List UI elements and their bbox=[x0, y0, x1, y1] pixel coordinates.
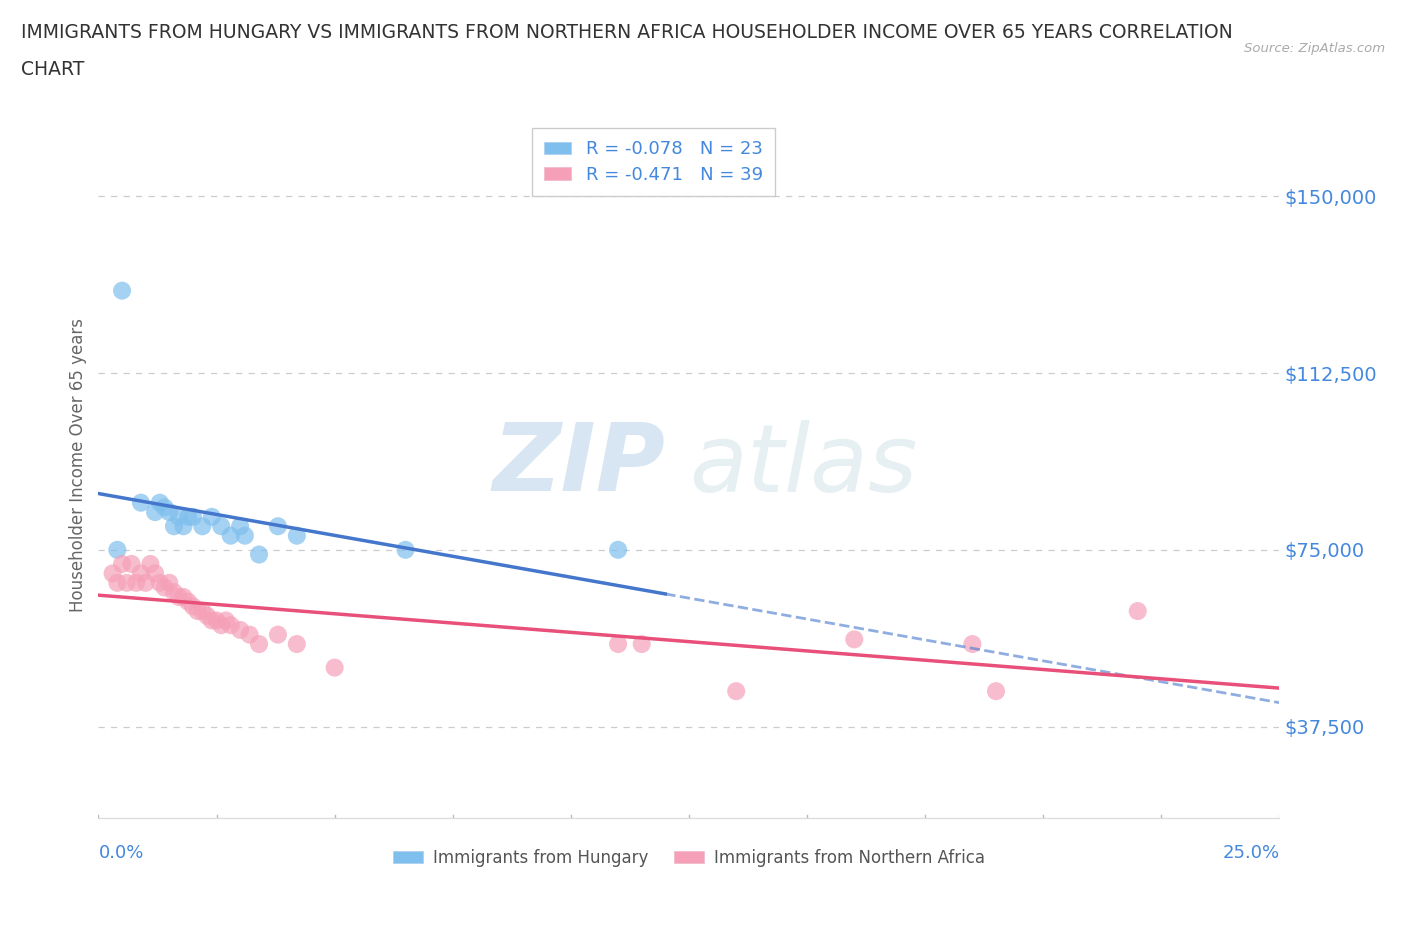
Point bbox=[984, 684, 1007, 698]
Text: atlas: atlas bbox=[689, 419, 917, 511]
Point bbox=[111, 284, 134, 299]
Point bbox=[157, 505, 180, 520]
Point bbox=[201, 613, 224, 628]
Point bbox=[205, 613, 228, 628]
Point bbox=[233, 528, 256, 543]
Text: CHART: CHART bbox=[21, 60, 84, 79]
Point bbox=[229, 519, 252, 534]
Point bbox=[247, 547, 270, 562]
Point bbox=[143, 505, 166, 520]
Point bbox=[1126, 604, 1149, 618]
Point bbox=[630, 637, 652, 652]
Point bbox=[229, 622, 252, 637]
Point bbox=[844, 631, 866, 646]
Point bbox=[285, 528, 308, 543]
Point bbox=[111, 556, 134, 571]
Point bbox=[215, 613, 238, 628]
Point bbox=[177, 510, 200, 525]
Point bbox=[121, 556, 143, 571]
Point bbox=[209, 618, 232, 632]
Point bbox=[191, 604, 214, 618]
Point bbox=[153, 500, 176, 515]
Point bbox=[153, 580, 176, 595]
Point bbox=[607, 637, 630, 652]
Legend: Immigrants from Hungary, Immigrants from Northern Africa: Immigrants from Hungary, Immigrants from… bbox=[387, 843, 991, 873]
Point bbox=[149, 496, 172, 511]
Text: Source: ZipAtlas.com: Source: ZipAtlas.com bbox=[1244, 42, 1385, 55]
Point bbox=[267, 627, 290, 642]
Point bbox=[167, 510, 190, 525]
Point bbox=[187, 604, 209, 618]
Point bbox=[101, 566, 124, 581]
Point bbox=[129, 566, 152, 581]
Point bbox=[177, 594, 200, 609]
Point bbox=[195, 608, 218, 623]
Point bbox=[163, 585, 186, 600]
Point bbox=[247, 637, 270, 652]
Point bbox=[172, 519, 194, 534]
Point bbox=[157, 576, 180, 591]
Point bbox=[219, 528, 242, 543]
Point bbox=[201, 510, 224, 525]
Point bbox=[285, 637, 308, 652]
Point bbox=[607, 542, 630, 557]
Point bbox=[725, 684, 748, 698]
Point bbox=[149, 576, 172, 591]
Point bbox=[139, 556, 162, 571]
Point bbox=[181, 510, 204, 525]
Point bbox=[167, 590, 190, 604]
Point bbox=[172, 590, 194, 604]
Point bbox=[105, 542, 128, 557]
Point bbox=[239, 627, 262, 642]
Text: 25.0%: 25.0% bbox=[1222, 844, 1279, 862]
Point bbox=[394, 542, 416, 557]
Point bbox=[143, 566, 166, 581]
Point bbox=[219, 618, 242, 632]
Point bbox=[323, 660, 346, 675]
Point bbox=[962, 637, 984, 652]
Point bbox=[181, 599, 204, 614]
Text: IMMIGRANTS FROM HUNGARY VS IMMIGRANTS FROM NORTHERN AFRICA HOUSEHOLDER INCOME OV: IMMIGRANTS FROM HUNGARY VS IMMIGRANTS FR… bbox=[21, 23, 1233, 42]
Y-axis label: Householder Income Over 65 years: Householder Income Over 65 years bbox=[69, 318, 87, 612]
Point bbox=[129, 496, 152, 511]
Point bbox=[191, 519, 214, 534]
Point bbox=[135, 576, 157, 591]
Point bbox=[115, 576, 138, 591]
Point bbox=[163, 519, 186, 534]
Point bbox=[209, 519, 232, 534]
Point bbox=[125, 576, 148, 591]
Text: 0.0%: 0.0% bbox=[98, 844, 143, 862]
Point bbox=[267, 519, 290, 534]
Point bbox=[105, 576, 128, 591]
Text: ZIP: ZIP bbox=[492, 419, 665, 511]
